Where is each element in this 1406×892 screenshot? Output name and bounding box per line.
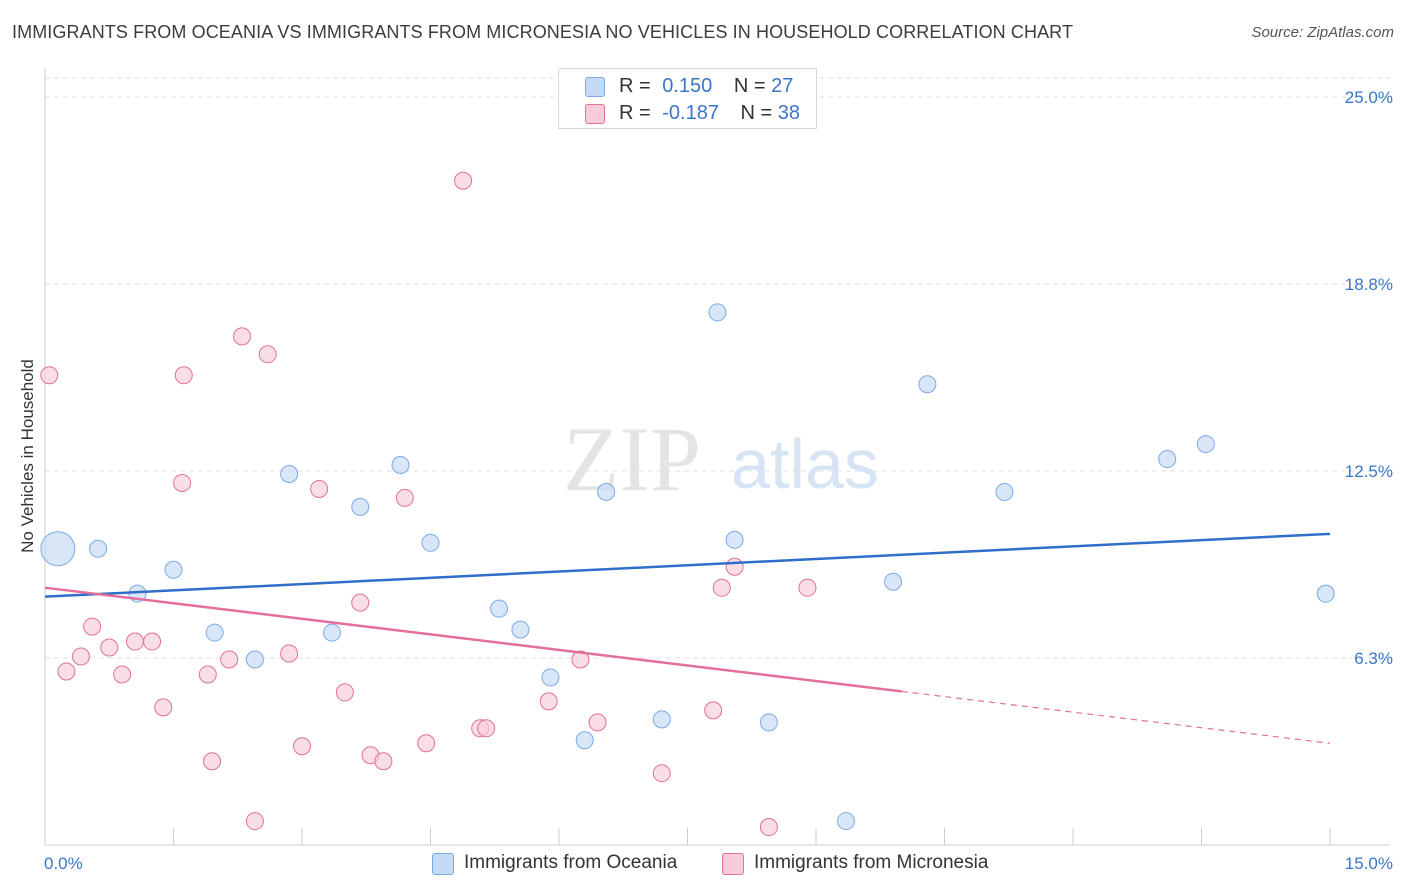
point-micronesia xyxy=(588,713,607,732)
y-tick-label: 25.0% xyxy=(1345,88,1393,107)
y-axis-label: No Vehicles in Household xyxy=(18,359,37,553)
point-micronesia xyxy=(245,812,264,831)
point-micronesia xyxy=(233,327,252,346)
point-micronesia xyxy=(335,683,354,702)
point-oceania xyxy=(597,482,616,501)
legend-r-label: R = xyxy=(619,102,651,124)
point-oceania xyxy=(280,464,299,483)
legend-label-micronesia: Immigrants from Micronesia xyxy=(754,852,989,873)
point-micronesia xyxy=(374,752,393,771)
legend-n-label: N = xyxy=(733,75,766,97)
legend-label-oceania: Immigrants from Oceania xyxy=(464,852,678,873)
point-micronesia xyxy=(454,171,473,190)
point-oceania xyxy=(89,539,108,558)
point-oceania xyxy=(40,531,76,567)
point-oceania xyxy=(575,731,594,750)
legend-swatch-oceania xyxy=(432,853,454,875)
point-micronesia xyxy=(798,578,817,597)
legend-n-value: 27 xyxy=(771,75,794,97)
y-tick-label: 18.8% xyxy=(1345,275,1393,294)
watermark-zip: ZIP xyxy=(563,408,701,510)
point-micronesia xyxy=(143,632,162,651)
trend-line-oceania xyxy=(44,532,1331,598)
legend-n-label: N = xyxy=(740,102,773,124)
trend-lines xyxy=(44,532,1331,744)
point-micronesia xyxy=(652,764,671,783)
legend-n-value: 38 xyxy=(777,102,801,124)
point-micronesia xyxy=(113,665,132,684)
legend-swatch-micronesia xyxy=(722,853,744,875)
correlation-legend: R = 0.150 N = 27 R = -0.187 N = 38 xyxy=(558,68,817,129)
point-oceania xyxy=(351,497,370,516)
watermark-atlas: atlas xyxy=(731,425,879,503)
point-oceania xyxy=(541,668,560,687)
point-micronesia xyxy=(417,734,436,753)
point-micronesia xyxy=(258,345,277,364)
legend-r-label: R = xyxy=(619,75,651,97)
trend-line-micronesia xyxy=(44,586,902,693)
x-tick-label: 0.0% xyxy=(44,854,83,873)
point-oceania xyxy=(245,650,264,669)
point-micronesia xyxy=(173,473,192,492)
point-micronesia xyxy=(395,488,414,507)
point-micronesia xyxy=(174,366,193,385)
point-oceania xyxy=(511,620,530,639)
grid-lines xyxy=(45,77,1390,659)
legend-r-value: 0.150 xyxy=(662,75,713,97)
source-label: Source: ZipAtlas.com xyxy=(1251,24,1394,41)
point-oceania xyxy=(708,303,727,322)
point-micronesia xyxy=(759,818,778,837)
point-micronesia xyxy=(154,698,173,717)
point-oceania xyxy=(1316,584,1335,603)
point-micronesia xyxy=(125,632,144,651)
point-oceania xyxy=(884,572,903,591)
data-points xyxy=(40,171,1335,837)
legend-r-value: -0.187 xyxy=(662,102,719,124)
point-micronesia xyxy=(293,737,311,756)
point-micronesia xyxy=(203,752,222,771)
y-tick-label: 12.5% xyxy=(1345,462,1393,481)
point-micronesia xyxy=(310,479,329,498)
trend-line-micronesia-dashed xyxy=(901,690,1331,744)
point-micronesia xyxy=(351,593,370,612)
point-micronesia xyxy=(712,578,731,597)
y-tick-label: 6.3% xyxy=(1354,649,1393,668)
legend-swatch-oceania xyxy=(585,77,605,97)
point-oceania xyxy=(322,623,341,642)
legend-swatch-micronesia xyxy=(585,104,605,124)
point-micronesia xyxy=(83,617,102,636)
point-micronesia xyxy=(725,557,744,576)
point-oceania xyxy=(205,623,224,642)
point-oceania xyxy=(391,456,410,475)
point-micronesia xyxy=(100,638,119,657)
point-micronesia xyxy=(280,644,299,663)
point-micronesia xyxy=(71,647,90,666)
point-oceania xyxy=(652,710,671,729)
chart-title: IMMIGRANTS FROM OCEANIA VS IMMIGRANTS FR… xyxy=(12,22,1074,42)
point-micronesia xyxy=(40,366,59,385)
point-oceania xyxy=(836,812,855,831)
point-micronesia xyxy=(571,650,590,669)
x-tick-label: 15.0% xyxy=(1345,854,1393,873)
point-micronesia xyxy=(704,701,723,720)
point-micronesia xyxy=(539,692,558,711)
point-oceania xyxy=(725,530,744,549)
tick-labels: 6.3% 12.5% 18.8% 25.0% 0.0% 15.0% xyxy=(44,88,1393,873)
point-oceania xyxy=(918,375,937,394)
point-oceania xyxy=(759,713,778,732)
point-oceania xyxy=(421,533,440,552)
point-micronesia xyxy=(220,650,239,669)
point-oceania xyxy=(164,560,183,579)
point-oceania xyxy=(995,482,1014,501)
point-oceania xyxy=(490,599,509,618)
point-micronesia xyxy=(477,719,496,738)
point-micronesia xyxy=(198,665,217,684)
axes xyxy=(44,68,1390,846)
point-oceania xyxy=(1196,435,1215,454)
point-micronesia xyxy=(57,662,76,681)
point-oceania xyxy=(1158,450,1177,469)
